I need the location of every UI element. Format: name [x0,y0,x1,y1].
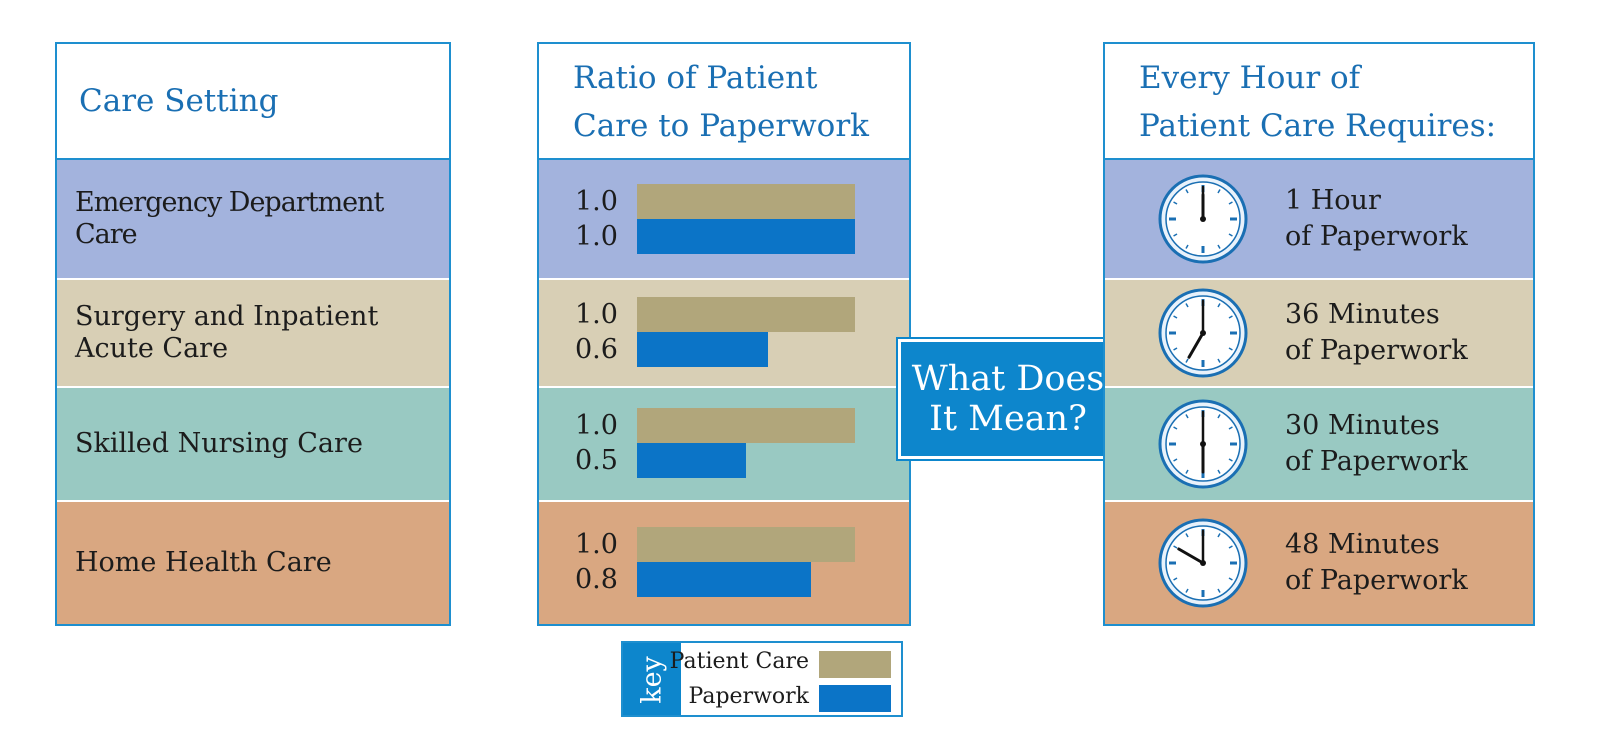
bar-paperwork [637,219,855,254]
clock-icon [1158,174,1248,264]
care-setting-label: Emergency Department Care [75,187,449,251]
care-setting-text: Home Health Care [75,547,332,578]
bar-paperwork [637,562,812,597]
ratio-label-paperwork: 0.8 [575,564,618,595]
legend-label-patient-care: Patient Care [669,649,809,674]
requirement-unit: of Paperwork [1285,221,1468,252]
ratio-panel: Ratio of Patient Care to Paperwork 1.0 1.… [537,42,911,626]
legend-swatch-patient-care [819,651,891,678]
bar-patient-care [637,408,855,443]
bar-paperwork [637,443,746,478]
ratio-label-patient-care: 1.0 [575,529,618,560]
center-line1: What Does [911,359,1105,399]
requirement-amount: 1 Hour [1285,185,1381,216]
bar-patient-care [637,297,855,332]
requires-title-line2: Patient Care Requires: [1139,108,1497,144]
requirement-amount: 48 Minutes [1285,529,1440,560]
care-setting-text: Skilled Nursing Care [75,428,363,459]
ratio-label-patient-care: 1.0 [575,186,618,217]
care-setting-title: Care Setting [79,83,279,119]
center-line2: It Mean? [929,399,1087,439]
clock-icon [1158,518,1248,608]
ratio-header: Ratio of Patient Care to Paperwork [539,44,909,160]
table-row: Home Health Care [57,500,449,624]
care-setting-label: Skilled Nursing Care [75,428,363,460]
table-row: Surgery and Inpatient Acute Care [57,278,449,386]
requires-row: 48 Minutes of Paperwork [1105,500,1533,624]
clock-icon [1158,288,1248,378]
legend-title: key [636,656,668,704]
requirement-unit: of Paperwork [1285,335,1468,366]
requirement-unit: of Paperwork [1285,446,1468,477]
ratio-label-paperwork: 0.5 [575,445,618,476]
requirement-amount: 36 Minutes [1285,299,1440,330]
table-row: Skilled Nursing Care [57,386,449,500]
requires-title-line1: Every Hour of [1139,60,1361,96]
legend: key Patient Care Paperwork [621,641,903,717]
what-does-it-mean-box: What Does It Mean? [896,337,1120,461]
bar-paperwork [637,332,768,367]
ratio-title-line1: Ratio of Patient [573,60,818,96]
ratio-label-paperwork: 1.0 [575,221,618,252]
ratio-label-patient-care: 1.0 [575,410,618,441]
requires-row: 1 Hour of Paperwork [1105,160,1533,278]
legend-swatch-paperwork [819,685,891,712]
requires-row: 36 Minutes of Paperwork [1105,278,1533,386]
legend-tab: key [623,643,681,715]
legend-label-paperwork: Paperwork [688,684,809,709]
requirement-amount: 30 Minutes [1285,410,1440,441]
table-row: Emergency Department Care [57,160,449,278]
requires-row: 30 Minutes of Paperwork [1105,386,1533,500]
bar-patient-care [637,527,855,562]
care-setting-label: Home Health Care [75,547,332,579]
requirement-text: 36 Minutes of Paperwork [1285,297,1468,369]
bar-patient-care [637,184,855,219]
ratio-label-paperwork: 0.6 [575,334,618,365]
care-setting-header: Care Setting [57,44,449,160]
clock-icon [1158,399,1248,489]
requires-panel: Every Hour of Patient Care Requires: 1 H… [1103,42,1535,626]
requirement-text: 48 Minutes of Paperwork [1285,527,1468,599]
requirement-text: 30 Minutes of Paperwork [1285,408,1468,480]
requires-header: Every Hour of Patient Care Requires: [1105,44,1533,160]
ratio-label-patient-care: 1.0 [575,299,618,330]
care-setting-text: Acute Care [75,333,229,364]
requirement-unit: of Paperwork [1285,565,1468,596]
care-setting-label: Surgery and Inpatient Acute Care [75,301,378,365]
ratio-title-line2: Care to Paperwork [573,108,869,144]
requirement-text: 1 Hour of Paperwork [1285,183,1468,255]
care-setting-text: Surgery and Inpatient [75,301,379,332]
care-setting-panel: Care Setting Emergency Department Care S… [55,42,451,626]
care-setting-text: Emergency Department Care [75,187,384,250]
